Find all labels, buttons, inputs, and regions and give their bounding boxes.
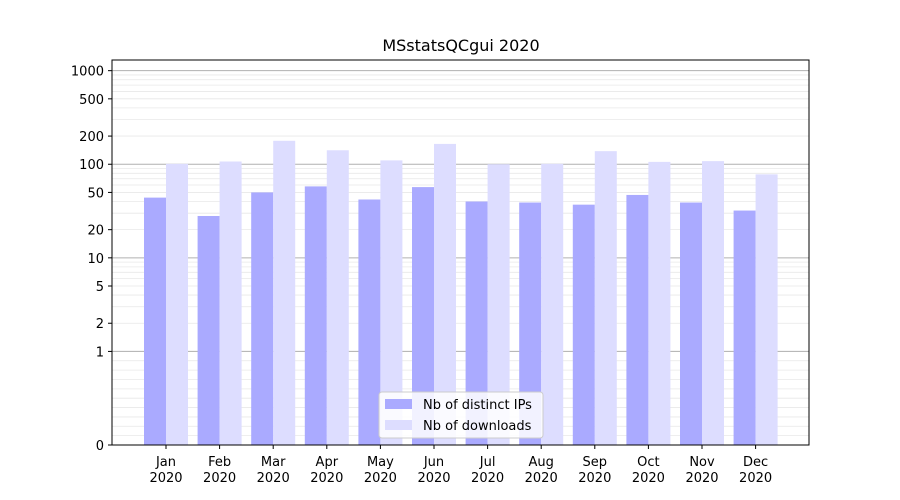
x-tick-label: Dec 2020	[739, 455, 772, 486]
y-tick-label: 1000	[71, 65, 104, 80]
legend-swatch	[385, 420, 412, 430]
chart-title: MSstatsQCgui 2020	[382, 36, 539, 55]
bar-downloads	[594, 151, 617, 446]
legend-label: Nb of downloads	[423, 419, 532, 434]
x-tick-label: Jan 2020	[149, 455, 182, 486]
plot-frame	[111, 59, 810, 446]
x-tick-label: Jun 2020	[417, 455, 450, 486]
legend-box	[378, 391, 544, 439]
y-tick-label: 20	[87, 224, 104, 239]
legend-swatch	[385, 399, 412, 409]
bar-distinct-ips	[412, 187, 434, 445]
bar-distinct-ips	[465, 201, 488, 445]
y-tick-label: 0	[96, 439, 104, 454]
y-tick-label: 50	[87, 186, 104, 201]
bar-downloads	[434, 143, 456, 445]
bar-downloads	[755, 174, 778, 445]
x-tick-label: Feb 2020	[203, 455, 236, 486]
bar-distinct-ips	[358, 199, 381, 445]
bar-downloads	[648, 161, 671, 445]
bars-layer	[144, 140, 778, 446]
x-tick-label: May 2020	[364, 455, 397, 486]
bar-downloads	[219, 161, 242, 445]
bar-distinct-ips	[519, 202, 542, 445]
y-tick-label: 5	[96, 280, 104, 295]
bar-distinct-ips	[197, 215, 220, 445]
x-tick-label: Mar 2020	[257, 455, 290, 486]
y-tick-label: 10	[87, 252, 104, 267]
y-tick-label: 100	[79, 158, 104, 173]
y-tick-label: 500	[79, 93, 104, 108]
y-tick-label: 2	[96, 317, 104, 332]
legend-label: Nb of distinct IPs	[423, 398, 532, 413]
bar-downloads	[273, 140, 296, 445]
bar-distinct-ips	[626, 194, 649, 445]
bar-downloads	[326, 150, 349, 445]
legend: Nb of distinct IPs Nb of downloads	[378, 391, 544, 439]
y-tick-label: 200	[79, 130, 104, 145]
bar-distinct-ips	[733, 210, 756, 445]
bar-downloads	[487, 164, 510, 445]
bar-downloads	[541, 163, 564, 445]
bar-distinct-ips	[251, 192, 274, 445]
bar-distinct-ips	[144, 197, 166, 445]
bar-distinct-ips	[572, 204, 595, 445]
y-tick-label: 1	[96, 345, 104, 360]
bar-downloads	[380, 160, 403, 445]
bar-downloads	[166, 163, 188, 445]
x-tick-label: Jul 2020	[471, 455, 504, 486]
x-tick-label: Sep 2020	[578, 455, 611, 486]
axes-layer: 0 1 2 5 10 20 50 100 200 500 1000 Jan 2020 Feb 2020 Mar…	[71, 65, 772, 486]
bar-distinct-ips	[304, 186, 327, 445]
bar-distinct-ips	[680, 202, 702, 445]
bar-downloads	[702, 161, 724, 445]
x-tick-label: Nov 2020	[685, 455, 718, 486]
x-tick-label: Apr 2020	[310, 455, 343, 486]
x-tick-label: Oct 2020	[632, 455, 665, 486]
x-tick-label: Aug 2020	[525, 455, 558, 486]
